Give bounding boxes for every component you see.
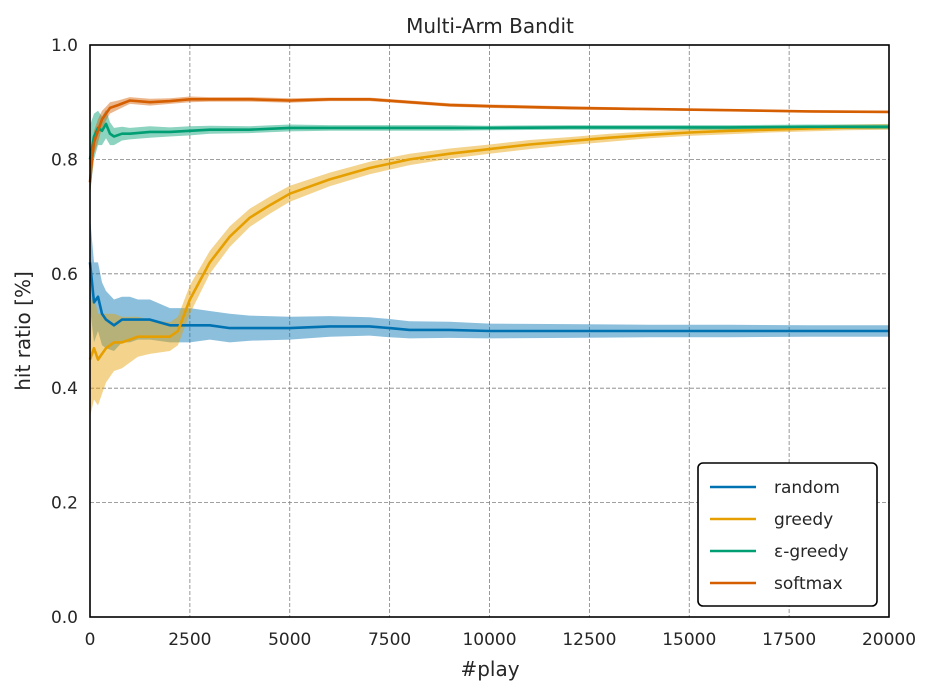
y-tick-label: 0.8 <box>51 150 78 170</box>
x-tick-label: 20000 <box>862 630 916 650</box>
x-axis-label: #play <box>460 657 519 681</box>
x-tick-label: 7500 <box>368 630 411 650</box>
line-greedy <box>88 125 890 361</box>
plot-frame <box>89 44 890 618</box>
legend-box <box>697 462 878 607</box>
x-tick-label: 2500 <box>168 630 211 650</box>
chart-title: Multi-Arm Bandit <box>406 14 574 38</box>
y-tick-label: 1.0 <box>51 36 78 56</box>
y-axis-label: hit ratio [%] <box>11 271 35 391</box>
x-tick-label: 15000 <box>662 630 716 650</box>
y-tick-label: 0.6 <box>51 265 78 285</box>
x-tick-label: 5000 <box>268 630 311 650</box>
x-tick-label: 12500 <box>562 630 616 650</box>
band-greedy <box>90 123 889 417</box>
x-tick-label: 0 <box>85 630 96 650</box>
y-tick-label: 0.2 <box>51 494 78 514</box>
band-greedy <box>90 109 889 194</box>
x-axis-ticks: 0 2500 5000 7500 10000 12500 15000 17500 20000 <box>85 630 916 650</box>
legend-label-softmax: softmax <box>774 574 843 594</box>
line-greedy <box>88 122 889 160</box>
x-tick-label: 17500 <box>762 630 816 650</box>
line-softmax <box>88 98 890 183</box>
band-random <box>90 216 889 351</box>
legend-label-greedy: greedy <box>774 510 833 530</box>
y-axis-ticks: 0.0 0.2 0.4 0.6 0.8 1.0 <box>51 36 78 628</box>
confidence-bands <box>90 96 889 417</box>
y-tick-label: 0.4 <box>51 379 78 399</box>
legend: random greedy ε-greedy softmax <box>697 462 878 607</box>
legend-label-greedy: ε-greedy <box>774 542 849 562</box>
legend-label-random: random <box>774 478 840 498</box>
series-lines <box>88 98 890 361</box>
line-random <box>88 262 889 333</box>
y-tick-label: 0.0 <box>51 608 78 628</box>
x-tick-label: 10000 <box>462 630 516 650</box>
